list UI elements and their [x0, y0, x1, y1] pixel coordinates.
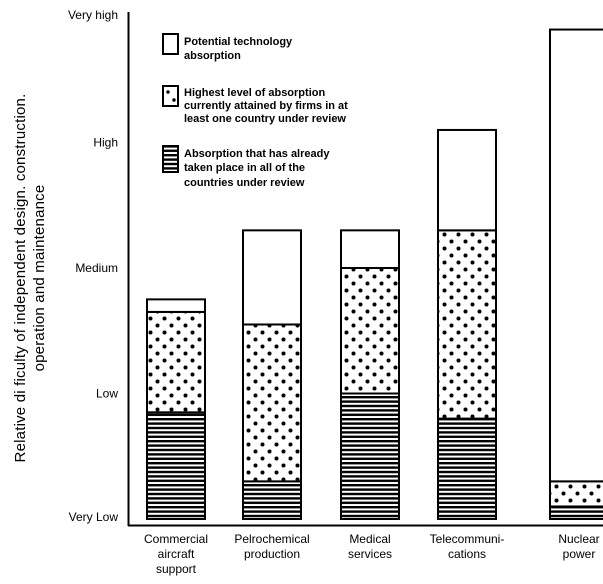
bar-segment-potential-0: [146, 298, 206, 313]
y-tick-label-very-low: Very Low: [69, 510, 119, 524]
legend-text-all-line-3: countries under review: [184, 177, 305, 189]
legend-text-all-line-2: taken place in all of the: [184, 162, 305, 174]
bars-group: [146, 28, 603, 521]
bar-segment-all_countries-0: [146, 411, 206, 521]
category-label-0-line-1: aircraft: [158, 547, 195, 561]
legend-swatch-highest-dot-2: [172, 98, 176, 102]
bar-segment-all_countries-2: [340, 392, 400, 520]
category-label-1-line-1: production: [244, 547, 300, 561]
bar-segment-potential-3: [437, 128, 497, 232]
category-label-1-line-0: Pelrochemical: [234, 532, 309, 546]
category-label-0-line-2: support: [156, 562, 197, 576]
category-label-4-line-0: Nuclear: [558, 532, 599, 546]
bar-segment-highest_attained-0: [146, 310, 206, 414]
category-label-0-line-0: Commercial: [144, 532, 208, 546]
legend-text-highest-line-3: least one country under review: [184, 113, 346, 125]
y-tick-label-low: Low: [96, 387, 118, 401]
legend: Potential technology absorption Highest …: [162, 33, 348, 189]
y-axis-label: Relative di ficulty of independent desig…: [12, 94, 48, 463]
bar-segment-highest_attained-1: [242, 323, 302, 483]
y-axis-label-line-1: Relative di ficulty of independent desig…: [12, 94, 29, 463]
category-label-2-line-0: Medical: [349, 532, 390, 546]
bar-segment-potential-2: [340, 229, 400, 270]
bar-segment-all_countries-3: [437, 417, 497, 521]
legend-swatch-highest-dot-1: [166, 90, 170, 94]
bar-segment-potential-1: [242, 229, 302, 326]
category-label-4-line-1: power: [563, 547, 596, 561]
category-label-3-line-1: cations: [448, 547, 486, 561]
bar-segment-potential-4: [549, 28, 603, 483]
legend-text-all-line-1: Absorption that has already: [184, 148, 330, 160]
y-tick-labels: Very Low Low Medium High Very high: [68, 8, 118, 524]
bar-segment-all_countries-4: [549, 505, 603, 521]
y-tick-label-high: High: [93, 136, 118, 150]
legend-swatch-highest: [162, 85, 179, 107]
category-label-3-line-0: Telecommuni-: [430, 532, 505, 546]
category-label-2-line-1: services: [348, 547, 392, 561]
bar-segment-highest_attained-4: [549, 480, 603, 508]
bar-segment-highest_attained-3: [437, 229, 497, 420]
y-axis-label-line-2: operation and maintenance: [31, 185, 48, 372]
bar-segment-highest_attained-2: [340, 267, 400, 395]
legend-text-highest-line-2: currently attained by firms in at: [184, 100, 348, 112]
legend-text-highest-line-1: Highest level of absorption: [184, 87, 325, 99]
legend-text-potential-line-1: Potential technology: [184, 36, 293, 48]
legend-swatch-all-countries: [162, 145, 179, 173]
y-tick-label-very-high: Very high: [68, 8, 118, 22]
legend-swatch-potential: [162, 33, 179, 55]
legend-text-potential-line-2: absorption: [184, 50, 241, 62]
y-tick-label-medium: Medium: [75, 261, 118, 275]
bar-segment-all_countries-1: [242, 480, 302, 521]
